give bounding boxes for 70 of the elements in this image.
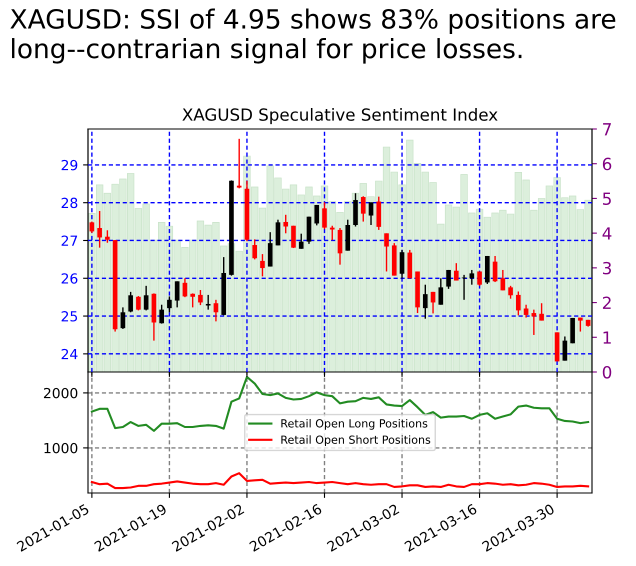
y-tick-label: 1000	[44, 442, 78, 454]
y-tick-label: 24	[62, 348, 78, 360]
candlestick	[360, 196, 366, 222]
candlestick	[182, 278, 188, 298]
candlestick	[446, 269, 451, 290]
candlestick	[524, 304, 528, 318]
candlestick	[322, 202, 327, 230]
candlestick	[90, 220, 94, 234]
y-tick-label: 2000	[44, 388, 78, 398]
y-tick-label: 29	[62, 160, 78, 170]
y-tick-label: 26	[62, 273, 78, 284]
candlestick	[159, 304, 164, 324]
candlestick	[167, 296, 172, 313]
y2-tick-label: 4	[602, 227, 612, 240]
y2-tick-label: 1	[604, 331, 611, 344]
candlestick	[252, 238, 258, 260]
candlestick	[438, 278, 444, 306]
candlestick	[532, 308, 536, 336]
candlestick	[236, 138, 242, 190]
candlestick	[105, 230, 110, 244]
candlestick	[338, 227, 342, 266]
candlestick	[198, 289, 203, 306]
candlestick	[469, 269, 474, 286]
candlestick	[516, 290, 521, 316]
y2-tick-label: 7	[603, 123, 611, 136]
candlestick	[462, 274, 466, 301]
candlestick	[214, 299, 218, 322]
y2-tick-label: 6	[602, 158, 612, 170]
candlestick	[368, 202, 374, 226]
candlestick	[144, 285, 148, 312]
candlestick	[120, 306, 126, 330]
line-series	[90, 472, 590, 490]
legend-label: Retail Open Long Positions	[281, 418, 428, 430]
y2-tick-label: 2	[602, 296, 611, 309]
y2-tick-label: 0	[602, 366, 612, 379]
candlestick	[298, 232, 304, 250]
candlestick	[430, 291, 436, 314]
y-tick-label: 25	[62, 311, 78, 322]
candlestick	[268, 231, 273, 268]
chart-title: XAGUSD: SSI of 4.95 shows 83% positions are long--contrarian signal for price losses.	[10, 8, 616, 64]
candlestick	[477, 270, 482, 287]
candlestick	[578, 316, 583, 332]
y-tick-label: 27	[62, 235, 78, 246]
candlestick	[283, 214, 288, 234]
candlestick	[539, 302, 544, 322]
candlestick	[128, 291, 133, 313]
candlestick	[276, 219, 280, 246]
candlestick	[454, 262, 459, 282]
candlestick	[136, 295, 141, 312]
candlestick	[508, 285, 513, 300]
line-series	[90, 376, 590, 432]
candlestick	[174, 280, 180, 308]
candlestick	[206, 294, 211, 310]
chart-subtitle: XAGUSD Speculative Sentiment Index	[182, 108, 498, 124]
candlestick	[314, 204, 320, 226]
legend-label: Retail Open Short Positions	[281, 435, 430, 446]
candlestick	[330, 225, 335, 241]
candlestick	[562, 336, 568, 362]
y-tick-label: 28	[62, 198, 78, 208]
candlestick	[500, 269, 506, 292]
candlestick	[260, 253, 265, 278]
candlestick	[422, 284, 428, 320]
candlestick	[97, 210, 102, 248]
candlestick	[384, 232, 389, 272]
y2-tick-label: 3	[602, 262, 611, 274]
candlestick	[492, 255, 498, 283]
y2-tick-label: 5	[603, 192, 611, 205]
candlestick	[291, 225, 296, 249]
candlestick	[400, 249, 404, 280]
candlestick	[190, 292, 196, 308]
